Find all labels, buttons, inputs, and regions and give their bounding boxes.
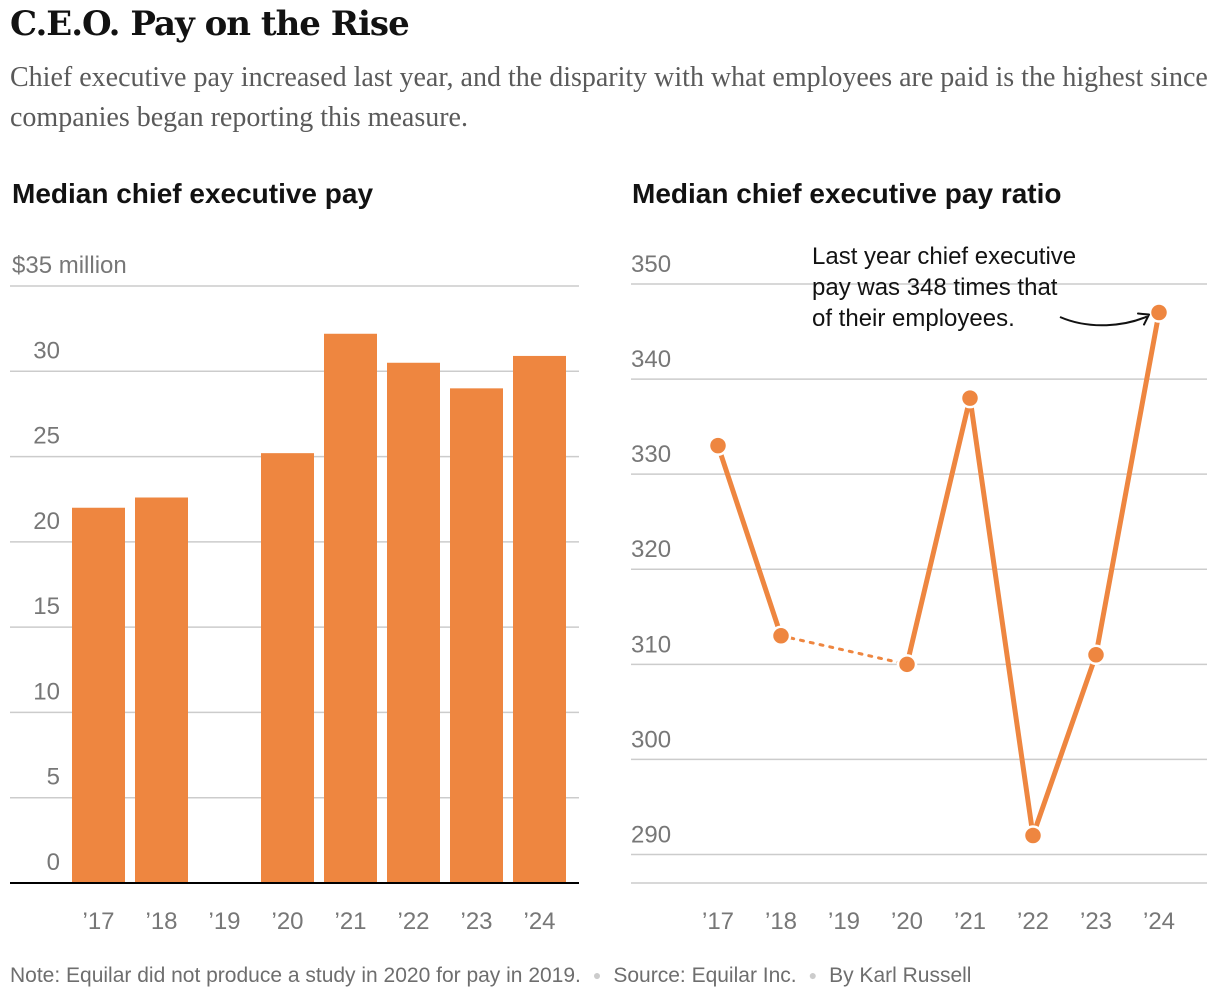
line-ytick-label: 300	[631, 726, 671, 753]
separator-dot-icon: ●	[592, 967, 602, 983]
bar	[72, 507, 125, 883]
annotation-text: pay was 348 times that	[812, 274, 1058, 301]
line-ytick-label: 330	[631, 441, 671, 468]
pay-ratio-line-chart: 290 300 310 320 330 340 350 ’17 ’18 ’19 ’20 ’21 ’22 ’…	[631, 243, 1207, 935]
line-point	[896, 654, 918, 675]
bar-ytick-label: 20	[33, 508, 60, 535]
line-xtick-label: ’17	[702, 908, 734, 935]
bar-xtick-label: ’24	[523, 908, 555, 935]
annotation-text: of their employees.	[812, 305, 1015, 332]
line-point	[770, 625, 792, 647]
bar-xtick-label: ’18	[145, 908, 177, 935]
line-point	[707, 435, 729, 456]
footer-note: Note: Equilar did not produce a study in…	[10, 964, 581, 987]
bar-chart-title: Median chief executive pay	[12, 178, 374, 209]
bar-xtick-label: ’19	[208, 908, 240, 935]
annotation-text: Last year chief executive	[812, 243, 1076, 270]
line-xtick-label: ’23	[1080, 908, 1112, 935]
bar	[324, 333, 377, 883]
line-xtick-label: ’20	[891, 908, 923, 935]
line-point	[1022, 825, 1044, 846]
line-segment	[1093, 310, 1162, 658]
bar-xtick-label: ’23	[460, 908, 492, 935]
bar	[135, 497, 188, 883]
bar-xtick-label: ’21	[334, 908, 366, 935]
footer-source: Source: Equilar Inc.	[613, 964, 797, 987]
line-segment	[904, 395, 973, 667]
line-chart-title: Median chief executive pay ratio	[632, 178, 1062, 209]
line-xtick-label: ’19	[828, 908, 860, 935]
line-point	[959, 387, 981, 409]
bar-xtick-label: ’20	[271, 908, 303, 935]
bar-ytick-label: 0	[47, 849, 60, 876]
line-xtick-label: ’24	[1143, 908, 1175, 935]
bar-ytick-label: $35 million	[12, 252, 127, 279]
annotation-arrowhead-icon	[1137, 312, 1150, 326]
separator-dot-icon: ●	[808, 967, 818, 983]
bar-ytick-label: 15	[33, 593, 60, 620]
line-ytick-label: 310	[631, 631, 671, 658]
line-segment	[1030, 652, 1099, 838]
line-ytick-label: 290	[631, 821, 671, 848]
chart-title: C.E.O. Pay on the Rise	[10, 4, 410, 44]
line-segment	[715, 443, 784, 639]
chart-subtitle: Chief executive pay increased last year,…	[10, 62, 1208, 133]
footer: Note: Equilar did not produce a study in…	[10, 964, 971, 988]
line-point	[1085, 644, 1107, 666]
median-pay-bar-chart: 0 5 10 15 20 25 30 $35 million ’17 ’18 ’19 ’20 ’21 ’2…	[10, 252, 579, 935]
bar	[387, 362, 440, 883]
bar-xtick-label: ’22	[397, 908, 429, 935]
bar-ytick-label: 25	[33, 423, 60, 450]
annotation-arrow	[1059, 315, 1148, 327]
bar	[450, 388, 503, 883]
line-segment	[967, 395, 1036, 838]
line-xtick-label: ’22	[1017, 908, 1049, 935]
line-xtick-label: ’18	[765, 908, 797, 935]
line-ytick-label: 350	[631, 251, 671, 278]
bar	[261, 453, 314, 883]
line-ytick-label: 320	[631, 536, 671, 563]
bar	[513, 355, 566, 883]
footer-byline: By Karl Russell	[829, 964, 972, 987]
line-xtick-label: ’21	[954, 908, 986, 935]
line-point	[1148, 302, 1170, 323]
bar-ytick-label: 30	[33, 337, 60, 364]
line-gap-dotted	[779, 634, 909, 666]
bar-ytick-label: 10	[33, 678, 60, 705]
bar-xtick-label: ’17	[82, 908, 114, 935]
line-ytick-label: 340	[631, 346, 671, 373]
bar-ytick-label: 5	[47, 764, 60, 791]
